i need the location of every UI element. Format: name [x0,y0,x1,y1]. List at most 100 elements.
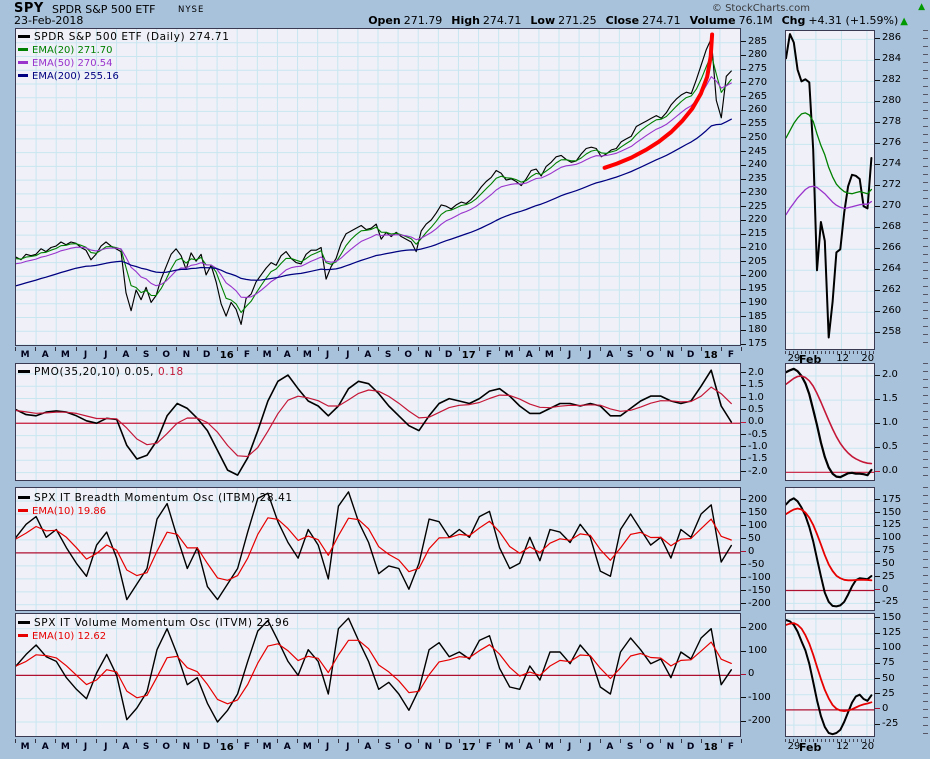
month-tick [156,739,158,743]
y-axis-label: 50 [882,557,895,569]
axis-minor-ruler [923,613,928,735]
month-tick [257,347,258,351]
y-axis-label: 1.0 [748,391,764,403]
y-axis-tick [741,446,746,448]
y-axis-label: 185 [748,310,768,322]
month-tick [620,347,621,351]
month-tick [680,739,682,743]
y-axis-tick [741,274,746,276]
y-axis-label: 180 [748,324,768,336]
y-axis-tick [741,564,746,566]
month-label: F [485,742,492,752]
y-axis-tick [875,678,880,680]
y-axis-label: -50 [748,558,765,570]
month-label: O [646,350,655,360]
y-axis-label: 150 [882,611,902,623]
y-axis-tick [741,137,746,139]
y-axis-label: 285 [748,35,768,47]
y-axis-label: 268 [882,221,902,233]
y-axis-label: 220 [748,214,768,226]
month-label: A [525,350,533,360]
month-label: S [142,350,150,360]
y-axis-label: 280 [882,95,902,107]
month-tick [559,739,561,743]
month-label: D [444,350,453,360]
axis-minor-ruler [923,487,928,609]
pmo-thumb-y-axis: 2.0 1.5 1.0 0.5 0.0 [875,363,930,481]
y-axis-tick [741,192,746,194]
y-axis-tick [741,316,746,318]
y-axis-label: 230 [748,186,768,198]
month-tick [176,739,178,743]
y-axis-tick [741,697,746,699]
month-label: O [404,742,413,752]
y-axis-label: 150 [748,506,768,518]
month-tick [720,347,722,351]
month-tick [35,739,37,743]
y-axis-tick [741,471,746,473]
thumb-date-label: 20 [861,353,875,364]
y-axis-tick [741,233,746,235]
month-tick [599,347,601,351]
y-axis-tick [875,374,880,376]
month-tick [55,347,57,351]
month-label: J [567,350,572,360]
month-label: A [41,350,49,360]
legend-row: EMA(10) 19.86 [18,505,293,518]
legend-row: EMA(10) 12.62 [18,630,290,643]
y-axis-label: 100 [882,532,902,544]
month-tick [95,739,97,743]
month-label: J [346,742,350,752]
y-axis-tick [741,288,746,290]
legend-swatch [18,35,30,38]
quote-label: Close [605,14,640,27]
y-axis-tick [875,226,880,228]
y-axis-tick [741,164,746,166]
y-axis-tick [741,577,746,579]
month-tick [599,739,601,743]
y-axis-label: 240 [748,159,768,171]
y-axis-label: -150 [748,584,771,596]
y-axis-label: 125 [882,627,902,639]
month-tick [499,739,500,743]
y-axis-label: 260 [748,104,768,116]
month-label: F [727,350,734,360]
y-axis-label: 200 [748,269,768,281]
y-axis-label: 255 [748,118,768,130]
pmo-y-axis: 2.0 1.5 1.0 0.5 0.0 -0.5 -1.0 -1.5 -2.0 [741,363,781,481]
y-axis-tick [875,589,880,591]
month-label: M [60,350,70,360]
y-axis-label: 190 [748,296,768,308]
y-axis-tick [741,219,746,221]
month-tick [216,347,218,351]
y-axis-label: -200 [748,715,771,726]
y-axis-label: 25 [882,570,895,582]
month-tick [499,347,500,351]
y-axis-tick [741,329,746,331]
y-axis-label: -0.5 [748,428,768,440]
month-label: F [243,742,250,752]
legend-swatch [18,496,30,499]
quote-value: 271.25 [558,14,597,27]
y-axis-label: 250 [748,131,768,143]
month-label: M [262,742,272,752]
y-axis-tick [875,289,880,291]
y-axis-label: 175 [748,338,768,349]
month-label: M [302,350,312,360]
month-tick [559,347,561,351]
y-axis-tick [875,524,880,526]
year-label: 17 [461,742,476,753]
y-axis-tick [875,723,880,725]
y-axis-label: -1.5 [748,453,768,465]
itvm-indicator-panel [15,613,741,737]
y-axis-label: 0.0 [882,465,898,477]
month-tick [15,739,16,743]
y-axis-label: 225 [748,200,768,212]
y-axis-label: -25 [882,718,899,730]
month-label: A [41,742,49,752]
month-tick [660,347,662,351]
y-axis-tick [875,470,880,472]
y-axis-tick [875,398,880,400]
pmo-legend: PMO(35,20,10) 0.05, 0.18 [18,366,184,379]
y-axis-label: 200 [748,493,768,505]
